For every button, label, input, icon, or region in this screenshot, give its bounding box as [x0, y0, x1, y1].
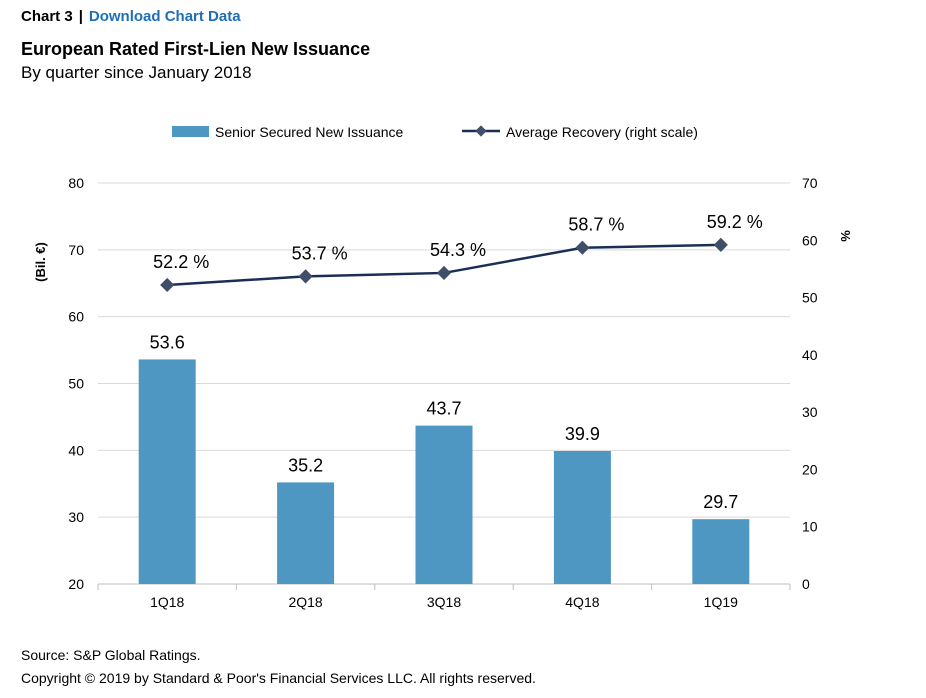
y-tick-label: 50: [68, 376, 84, 392]
bar: [138, 359, 196, 584]
y-tick-label: 30: [68, 509, 84, 525]
bar: [277, 482, 335, 584]
x-tick-label: 1Q19: [704, 594, 738, 610]
y-tick-label: 80: [68, 175, 84, 191]
legend-line-label: Average Recovery (right scale): [506, 124, 698, 140]
x-tick-label: 2Q18: [288, 594, 322, 610]
y-tick-label: 20: [68, 576, 84, 592]
legend-bar-swatch: [172, 126, 209, 137]
combo-chart: 20 30 40 50 60 70 80 0 10 20 30 40 50 60 70 (Bil. €)% 1Q…: [33, 124, 853, 610]
y2-axis-title: %: [838, 230, 853, 242]
y-tick-label: 40: [68, 442, 84, 458]
y-tick-label: 70: [68, 242, 84, 258]
chart-number: Chart 3: [21, 8, 73, 25]
line-value-label: 54.3 %: [430, 240, 486, 260]
recovery-marker: [160, 277, 175, 293]
line-value-label: 59.2 %: [707, 212, 763, 232]
bar: [692, 519, 750, 584]
chart-subtitle: By quarter since January 2018: [21, 63, 252, 82]
bar: [415, 425, 473, 584]
download-chart-data-link[interactable]: Download Chart Data: [88, 8, 241, 25]
bar-value-label: 43.7: [426, 399, 461, 419]
y2-tick-label: 20: [802, 461, 818, 477]
copyright-note: Copyright © 2019 by Standard & Poor's Fi…: [21, 670, 536, 686]
y2-tick-label: 50: [802, 290, 818, 306]
legend-bar-label: Senior Secured New Issuance: [215, 124, 404, 140]
y-axis-title: (Bil. €): [33, 242, 48, 282]
x-tick-label: 1Q18: [150, 594, 184, 610]
header-separator: |: [78, 8, 83, 25]
x-tick-label: 4Q18: [565, 594, 599, 610]
y2-tick-label: 40: [802, 347, 818, 363]
source-note: Source: S&P Global Ratings.: [21, 647, 201, 663]
line-value-label: 58.7 %: [568, 215, 624, 235]
line-value-label: 53.7 %: [292, 243, 348, 263]
x-tick-label: 3Q18: [427, 594, 461, 610]
y2-tick-label: 30: [802, 404, 818, 420]
recovery-marker: [713, 237, 728, 252]
line-value-label: 52.2 %: [153, 252, 209, 272]
recovery-marker: [436, 265, 452, 281]
y2-tick-label: 10: [802, 519, 818, 535]
chart-title: European Rated First-Lien New Issuance: [21, 39, 371, 59]
bar-value-label: 53.6: [150, 332, 185, 352]
bar: [553, 451, 611, 584]
bar-value-label: 29.7: [703, 492, 738, 512]
legend-line-marker: [475, 125, 487, 137]
y2-tick-label: 0: [802, 576, 810, 592]
recovery-marker: [298, 269, 313, 284]
y2-tick-label: 70: [802, 175, 818, 191]
y2-tick-label: 60: [802, 232, 818, 248]
y-tick-label: 60: [68, 309, 84, 325]
recovery-marker: [575, 240, 590, 255]
bar-value-label: 35.2: [288, 455, 323, 475]
chart-header: Chart 3 | Download Chart Data: [21, 8, 241, 25]
bar-value-label: 39.9: [565, 424, 600, 444]
